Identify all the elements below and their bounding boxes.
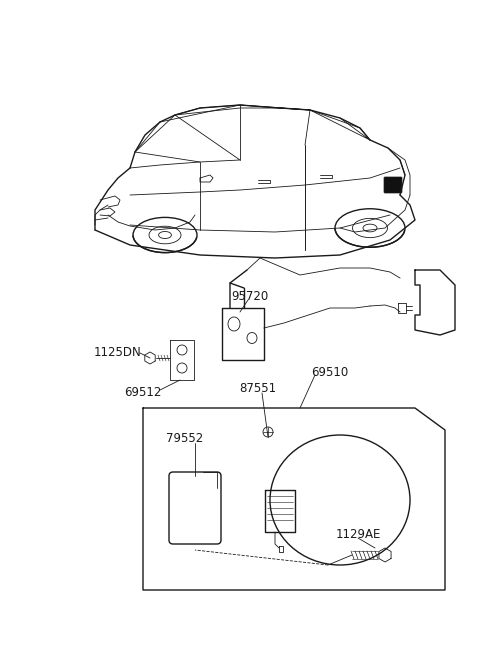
- Text: 69512: 69512: [124, 386, 162, 400]
- FancyBboxPatch shape: [384, 177, 402, 193]
- Text: 87551: 87551: [240, 382, 276, 394]
- Text: 69510: 69510: [312, 365, 348, 379]
- Text: 1129AE: 1129AE: [336, 527, 381, 541]
- Text: 95720: 95720: [231, 289, 269, 302]
- Text: 1125DN: 1125DN: [94, 346, 142, 358]
- Text: 79552: 79552: [167, 432, 204, 445]
